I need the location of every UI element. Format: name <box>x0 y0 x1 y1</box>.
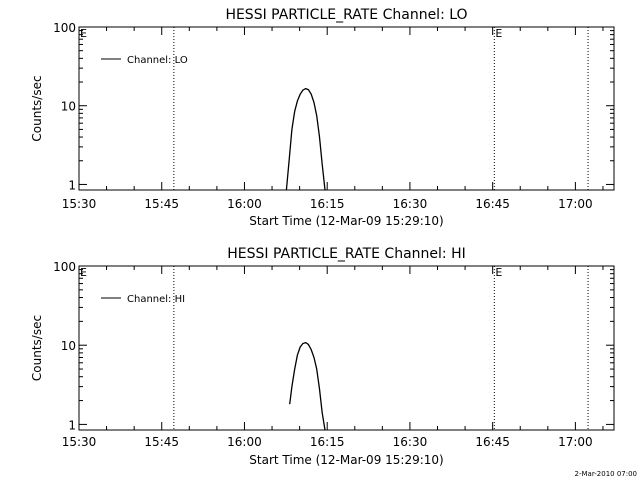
y-tick-label: 100 <box>53 260 76 274</box>
x-tick-label: 16:00 <box>227 435 262 449</box>
plot-frame <box>78 265 615 431</box>
x-tick-label: 16:30 <box>393 435 428 449</box>
y-tick-label: 10 <box>61 100 76 114</box>
x-tick-label: 15:30 <box>62 197 97 211</box>
x-tick-label: 16:45 <box>475 197 510 211</box>
x-tick-label: 16:30 <box>393 197 428 211</box>
plot-frame <box>78 26 615 191</box>
x-tick-label: 17:00 <box>558 197 593 211</box>
vertical-marker-label: E <box>495 266 502 279</box>
x-tick-label: 16:15 <box>310 435 345 449</box>
y-tick-label: 1 <box>68 178 76 192</box>
chart-title: HESSI PARTICLE_RATE Channel: HI <box>227 246 465 262</box>
axis-marker-label: E <box>80 27 87 40</box>
x-tick-label: 15:30 <box>62 435 97 449</box>
y-tick-label: 10 <box>61 339 76 353</box>
x-axis-label: Start Time (12-Mar-09 15:29:10) <box>249 453 443 467</box>
x-tick-label: 15:45 <box>144 435 179 449</box>
y-axis-label: Counts/sec <box>30 315 44 381</box>
vertical-marker-label: E <box>495 27 502 40</box>
footer-timestamp: 2-Mar-2010 07:00 <box>575 470 637 478</box>
y-axis-label: Counts/sec <box>30 75 44 141</box>
chart-title: HESSI PARTICLE_RATE Channel: LO <box>225 7 467 23</box>
x-axis-label: Start Time (12-Mar-09 15:29:10) <box>249 214 443 228</box>
legend-label: Channel: HI <box>127 294 185 305</box>
x-tick-label: 17:00 <box>558 435 593 449</box>
legend-label: Channel: LO <box>127 55 188 66</box>
x-tick-label: 16:15 <box>310 197 345 211</box>
y-tick-label: 100 <box>53 21 76 35</box>
x-tick-label: 16:00 <box>227 197 262 211</box>
x-tick-label: 16:45 <box>475 435 510 449</box>
series-line-channel-lo <box>285 87 326 191</box>
x-tick-label: 15:45 <box>144 197 179 211</box>
axis-marker-label: E <box>80 266 87 279</box>
series-line-channel-hi <box>289 341 326 431</box>
y-tick-label: 1 <box>68 418 76 432</box>
